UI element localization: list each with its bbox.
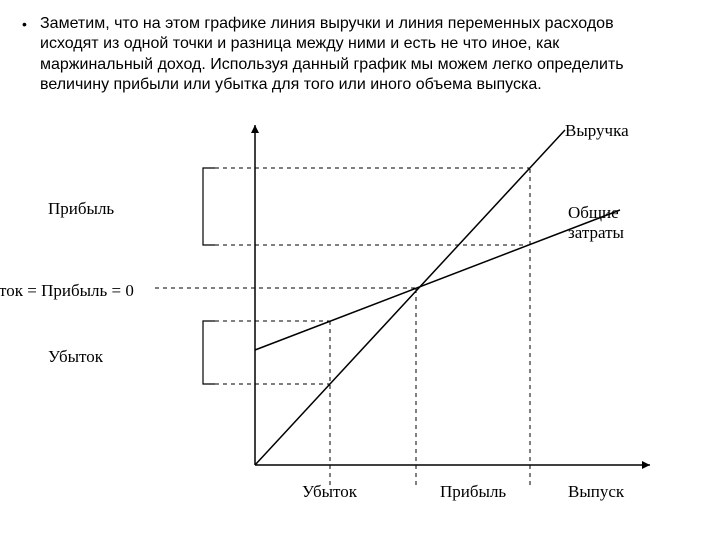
- bullet-text-content: Заметим, что на этом графике линия выруч…: [40, 15, 624, 93]
- label-total-costs: Общие затраты: [568, 203, 624, 243]
- label-loss-bottom: Убыток: [302, 482, 357, 502]
- label-total-costs-l1: Общие: [568, 203, 619, 222]
- breakeven-chart: Выручка Общие затраты Прибыль Убыток = П…: [60, 125, 680, 525]
- label-revenue: Выручка: [565, 121, 629, 141]
- label-loss-left: Убыток: [48, 347, 103, 367]
- page: • Заметим, что на этом графике линия выр…: [0, 0, 720, 540]
- label-profit-left: Прибыль: [48, 199, 114, 219]
- label-zero-line: Убыток = Прибыль = 0: [0, 281, 134, 301]
- bullet-icon: •: [22, 16, 27, 34]
- label-output-axis: Выпуск: [568, 482, 624, 502]
- chart-svg: [60, 125, 680, 525]
- label-profit-bottom: Прибыль: [440, 482, 506, 502]
- label-total-costs-l2: затраты: [568, 223, 624, 242]
- bullet-paragraph: • Заметим, что на этом графике линия выр…: [40, 14, 660, 96]
